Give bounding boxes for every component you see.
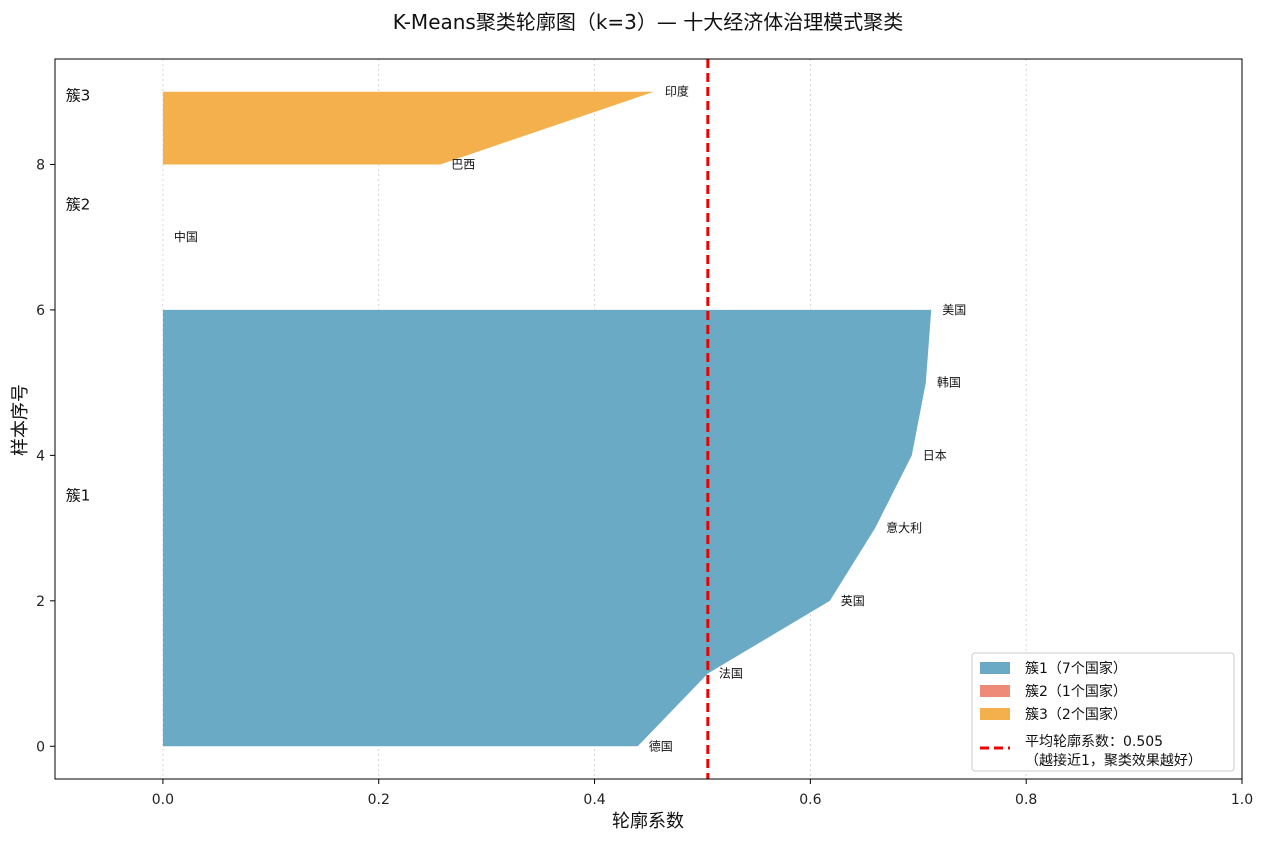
y-axis-title: 样本序号 (10, 384, 31, 456)
y-tick-label: 6 (36, 303, 45, 319)
country-label: 印度 (665, 84, 689, 99)
cluster-label: 簇3 (66, 86, 91, 104)
country-label: 日本 (923, 448, 947, 462)
country-label: 巴西 (451, 157, 475, 171)
x-tick-label: 0.4 (583, 792, 605, 808)
country-label: 中国 (174, 229, 198, 244)
legend-box (971, 652, 1235, 772)
x-tick-label: 0.0 (152, 792, 174, 808)
legend-entry: 簇2（1个国家） (1025, 683, 1127, 700)
legend-swatch (980, 708, 1010, 720)
x-tick-label: 1.0 (1231, 792, 1253, 808)
country-label: 意大利 (886, 520, 922, 535)
x-tick-label: 0.2 (368, 792, 390, 808)
legend-swatch (980, 685, 1010, 697)
y-tick-label: 0 (36, 739, 45, 755)
x-tick-label: 0.6 (799, 792, 821, 808)
x-axis-title: 轮廓系数 (612, 811, 684, 832)
cluster-label: 簇2 (66, 195, 91, 213)
legend-mean-label: 平均轮廓系数：0.505 (1025, 733, 1163, 750)
legend-mean-note: （越接近1，聚类效果越好） (1025, 752, 1202, 769)
legend: 簇1（7个国家） 簇2（1个国家） 簇3（2个国家） 平均轮廓系数：0.505 （越接近… (971, 652, 1235, 772)
country-label: 德国 (649, 738, 673, 753)
area-layer (162, 91, 932, 747)
plot-frame (54, 58, 1243, 780)
y-tick-label: 4 (36, 448, 45, 464)
silhouette-area (162, 309, 932, 747)
country-label: 美国 (942, 303, 966, 317)
silhouette-area (162, 91, 654, 165)
cluster-label: 簇1 (66, 486, 91, 504)
axes-layer: 0.0 0.2 0.4 0.6 0.8 1.0 0 2 4 6 8 (36, 58, 1253, 808)
y-tick-label: 2 (36, 594, 45, 610)
country-label: 英国 (841, 594, 865, 608)
x-tick-label: 0.8 (1015, 792, 1037, 808)
legend-entry: 簇3（2个国家） (1025, 706, 1127, 723)
chart-title: K-Means聚类轮廓图（k=3）— 十大经济体治理模式聚类 (393, 10, 904, 34)
legend-entry: 簇1（7个国家） (1025, 660, 1127, 677)
y-tick-label: 8 (36, 157, 45, 173)
country-label: 韩国 (937, 375, 961, 390)
country-label: 法国 (719, 667, 743, 681)
legend-swatch (980, 662, 1010, 674)
